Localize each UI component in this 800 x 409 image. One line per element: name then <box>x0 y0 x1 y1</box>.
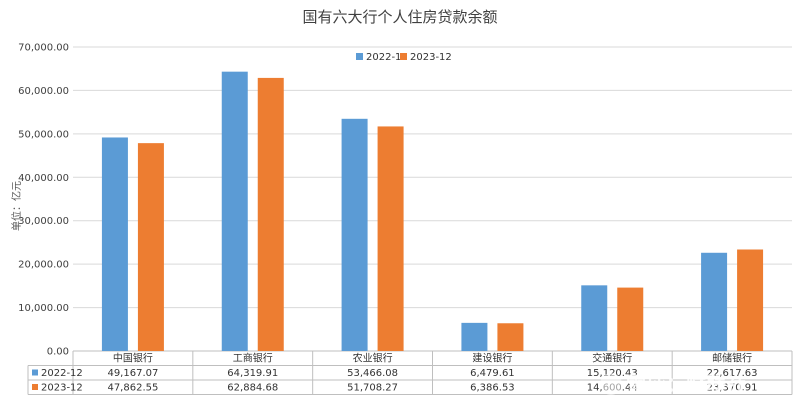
watermark: 雪球：财联社 <box>600 372 746 396</box>
y-tick-label: 70,000.00 <box>18 43 69 54</box>
bar <box>137 143 164 351</box>
bar <box>377 126 404 351</box>
table-series-label: 2022-12 <box>41 368 83 379</box>
data-table: 中国银行 工商银行 农业银行 建设银行 交通银行 邮储银行 2022-12 49,167.07… <box>27 351 793 395</box>
y-tick-label: 50,000.00 <box>18 129 69 140</box>
table-series-label: 2023-12 <box>41 383 83 394</box>
bar <box>257 77 284 351</box>
legend-swatch <box>356 53 363 60</box>
bar <box>581 285 608 351</box>
y-tick-label: 60,000.00 <box>18 86 69 97</box>
bar <box>701 252 728 351</box>
data-label: 22,617.63 <box>707 368 758 379</box>
table-legend-swatch <box>32 384 38 390</box>
data-label: 47,862.55 <box>107 383 158 394</box>
data-label: 6,479.61 <box>470 368 515 379</box>
legend-swatch <box>400 53 407 60</box>
bar <box>737 249 764 351</box>
watermark-text: 雪球：财联社 <box>626 372 746 396</box>
watermark-logo-icon <box>600 373 622 395</box>
data-label: 49,167.07 <box>107 368 158 379</box>
y-axis-ticks: 0.00 10,000.00 20,000.00 30,000.00 40,000.00… <box>18 43 69 358</box>
data-label: 62,884.68 <box>227 383 278 394</box>
y-tick-label: 0.00 <box>47 347 69 358</box>
chart-title: 国有六大行个人住房贷款余额 <box>302 8 497 26</box>
bar <box>461 322 488 351</box>
y-axis-label: 单位：亿元 <box>10 181 23 231</box>
data-label: 23,370.91 <box>707 383 758 394</box>
x-tick-label: 交通银行 <box>592 352 632 365</box>
bar <box>341 118 368 352</box>
y-tick-label: 40,000.00 <box>18 173 69 184</box>
bar <box>617 287 644 351</box>
x-tick-label: 邮储银行 <box>712 352 752 365</box>
bars <box>101 71 764 352</box>
bar <box>221 71 248 351</box>
x-tick-label: 建设银行 <box>472 352 512 365</box>
data-label: 53,466.08 <box>347 368 398 379</box>
table-legend-swatch <box>32 369 38 376</box>
x-tick-label: 中国银行 <box>113 352 153 365</box>
bar <box>497 323 524 351</box>
bar <box>101 137 128 351</box>
y-tick-label: 30,000.00 <box>18 216 69 227</box>
gridlines <box>73 46 792 352</box>
legend-label: 2023-12 <box>410 52 452 63</box>
legend: 2022-12 2023-12 <box>356 52 452 63</box>
data-label: 51,708.27 <box>347 383 398 394</box>
x-tick-label: 工商银行 <box>233 352 273 365</box>
y-tick-label: 20,000.00 <box>18 260 69 271</box>
y-tick-label: 10,000.00 <box>18 303 69 314</box>
x-tick-label: 农业银行 <box>353 352 393 365</box>
data-label: 64,319.91 <box>227 368 278 379</box>
data-label: 6,386.53 <box>470 383 515 394</box>
legend-label: 2022-12 <box>366 52 408 63</box>
